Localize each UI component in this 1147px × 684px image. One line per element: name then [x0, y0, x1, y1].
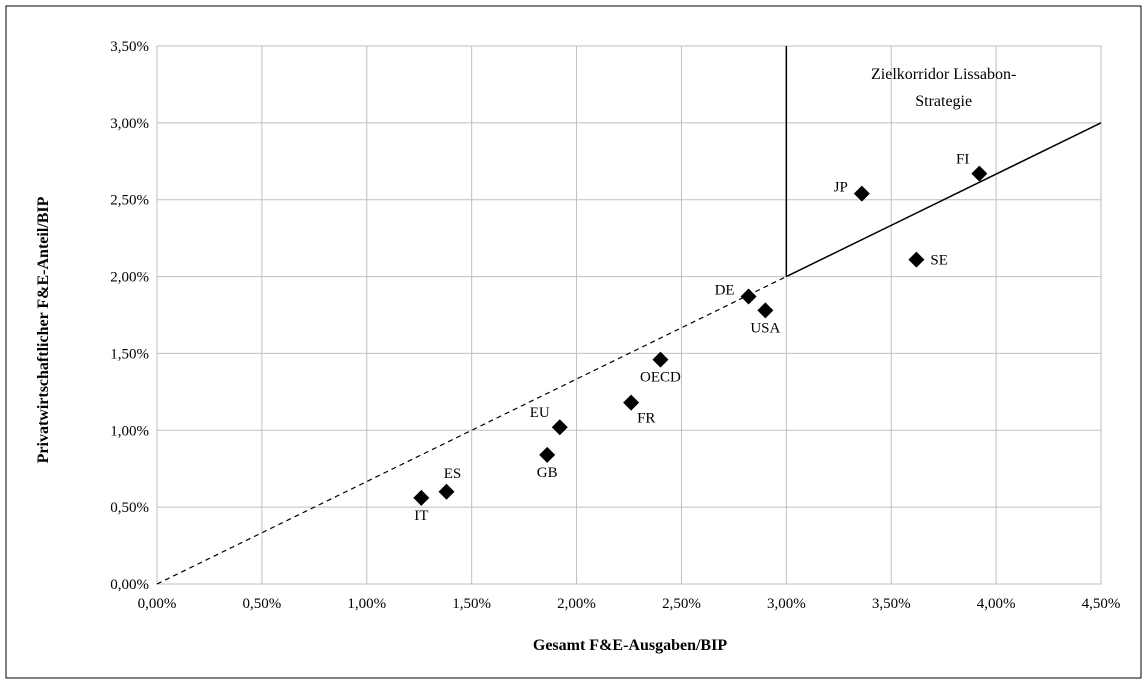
point-eu: [551, 419, 568, 436]
point-label-es: ES: [444, 466, 462, 482]
y-tick-label: 2,00%: [110, 270, 149, 286]
corridor-annotation: Zielkorridor Lissabon-: [871, 66, 1016, 83]
x-tick-label: 0,50%: [243, 596, 282, 612]
point-de: [740, 288, 757, 305]
y-tick-label: 0,00%: [110, 577, 149, 593]
point-label-it: IT: [414, 508, 428, 524]
point-gb: [539, 446, 556, 463]
point-es: [438, 483, 455, 500]
x-tick-label: 1,00%: [347, 596, 386, 612]
y-tick-label: 3,00%: [110, 116, 149, 132]
x-tick-label: 4,50%: [1082, 596, 1121, 612]
plot-area-border: [156, 45, 1102, 585]
y-axis-tick-labels: 0,00% 0,50% 1,00% 1,50% 2,00% 2,50% 3,00% 3,50%: [110, 39, 149, 593]
point-fi: [971, 165, 988, 182]
point-label-gb: GB: [537, 465, 558, 481]
x-tick-label: 4,00%: [977, 596, 1016, 612]
y-tick-label: 0,50%: [110, 500, 149, 516]
x-tick-label: 3,00%: [767, 596, 806, 612]
point-label-oecd: OECD: [640, 370, 681, 386]
y-tick-label: 1,50%: [110, 346, 149, 362]
x-axis-title: Gesamt F&E-Ausgaben/BIP: [533, 637, 727, 654]
point-oecd: [652, 351, 669, 368]
point-usa: [757, 302, 774, 319]
reference-line: [156, 122, 1102, 585]
corridor-annotation: Strategie: [915, 93, 972, 110]
reference-line-solid: [786, 122, 1102, 278]
point-it: [413, 489, 430, 506]
y-tick-label: 1,00%: [110, 423, 149, 439]
point-label-de: DE: [715, 283, 735, 299]
y-axis-title: Privatwirtschaftlicher F&E-Anteil/BIP: [35, 196, 52, 463]
target-corridor: Zielkorridor Lissabon- Strategie: [785, 46, 1016, 277]
point-jp: [853, 185, 870, 202]
x-tick-label: 0,00%: [138, 596, 177, 612]
x-tick-label: 2,00%: [557, 596, 596, 612]
point-fr: [623, 394, 640, 411]
x-axis-tick-labels: 0,00% 0,50% 1,00% 1,50% 2,00% 2,50% 3,00% 3,50%…: [138, 596, 1121, 612]
x-tick-label: 2,50%: [662, 596, 701, 612]
data-points: IT ES GB EU FR OECD DE USA JP SE FI: [413, 152, 988, 524]
point-label-eu: EU: [530, 405, 550, 421]
y-tick-label: 3,50%: [110, 39, 149, 55]
point-label-jp: JP: [834, 180, 848, 196]
point-label-se: SE: [930, 253, 948, 269]
point-label-usa: USA: [750, 320, 780, 336]
x-tick-label: 1,50%: [452, 596, 491, 612]
point-se: [908, 251, 925, 268]
chart-frame: [5, 5, 1142, 679]
point-label-fr: FR: [637, 411, 655, 427]
point-label-fi: FI: [956, 152, 969, 168]
y-tick-label: 2,50%: [110, 193, 149, 209]
x-tick-label: 3,50%: [872, 596, 911, 612]
grid: [156, 45, 1102, 585]
